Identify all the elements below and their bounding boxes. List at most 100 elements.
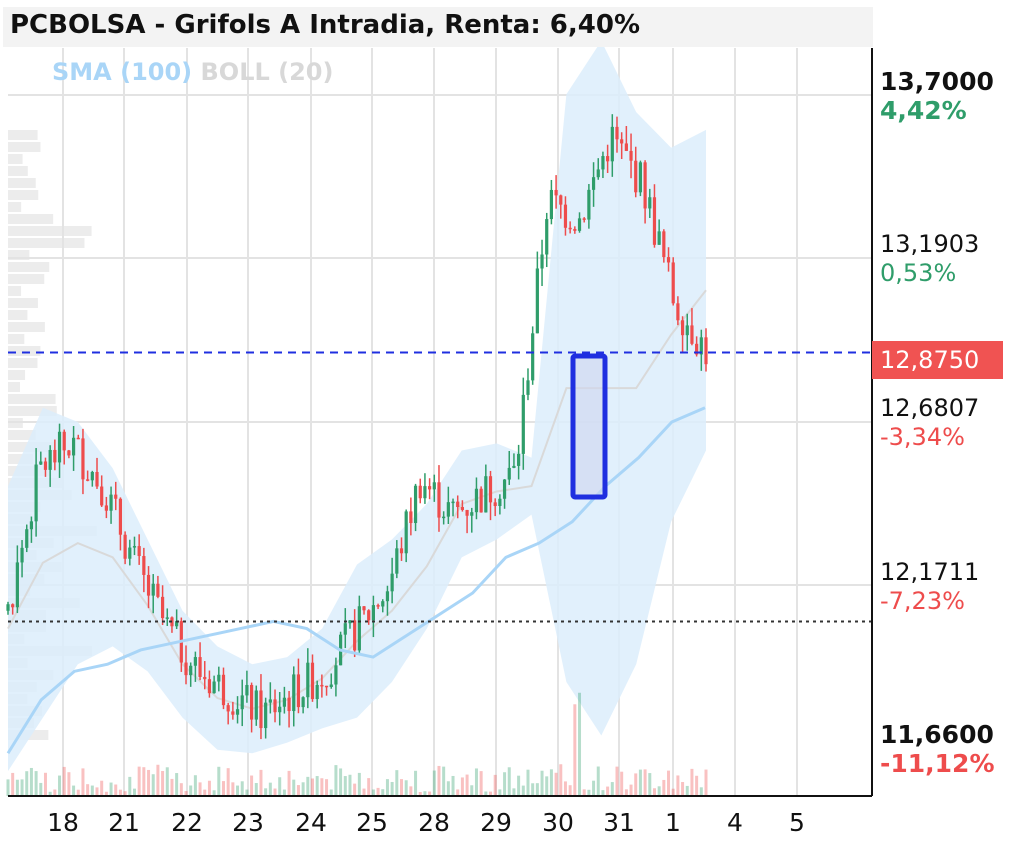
volume-bar — [240, 781, 244, 796]
volume-bar — [371, 789, 375, 796]
chart-axes — [8, 48, 873, 797]
volume-bar — [353, 783, 357, 796]
candle-body — [123, 534, 127, 559]
candle-body — [620, 139, 624, 144]
candle-body — [638, 162, 643, 193]
volume-bar — [306, 776, 310, 796]
volume-profile-bar — [8, 202, 22, 212]
volume-bar — [43, 772, 47, 796]
volume-bar — [610, 782, 614, 796]
volume-bar — [25, 771, 29, 796]
volume-profile-bar — [8, 178, 36, 188]
candle-body — [39, 461, 43, 465]
volume-bar — [95, 787, 99, 796]
candle-body — [348, 620, 352, 624]
volume-bar — [320, 778, 324, 796]
volume-bar — [357, 772, 361, 796]
volume-bar — [638, 769, 642, 796]
candle-body — [357, 606, 361, 651]
candle-body — [662, 231, 666, 258]
candle-body — [549, 189, 554, 220]
volume-bar — [409, 786, 413, 796]
volume-bar — [207, 780, 211, 796]
legend-boll[interactable]: BOLL (20) — [200, 58, 334, 86]
candle-body — [535, 268, 539, 334]
volume-bar — [268, 782, 272, 796]
volume-bar — [385, 779, 389, 796]
candle-body — [432, 482, 436, 490]
candle-body — [90, 471, 94, 481]
volume-bar — [414, 770, 418, 796]
candle-body — [95, 471, 99, 487]
volume-profile-bar — [8, 274, 45, 284]
volume-profile-bar — [8, 142, 41, 152]
candle-body — [409, 511, 413, 524]
x-tick-label: 28 — [418, 808, 450, 837]
volume-bar — [292, 779, 296, 796]
volume-bar — [545, 776, 549, 796]
volume-bar — [704, 769, 708, 796]
volume-bar — [512, 788, 516, 796]
volume-profile-bar — [8, 322, 45, 332]
candle-body — [310, 662, 315, 700]
volume-bar — [517, 775, 521, 796]
candle-body — [132, 546, 137, 548]
volume-bar — [695, 775, 699, 796]
volume-bar — [592, 780, 596, 796]
candle-body — [680, 320, 685, 336]
candle-body — [306, 662, 310, 698]
volume-bar — [81, 768, 85, 796]
legend-sma[interactable]: SMA (100) — [52, 58, 193, 86]
candle-body — [287, 697, 291, 712]
volume-bar — [667, 770, 671, 796]
volume-bar — [662, 779, 666, 796]
volume-bar — [250, 775, 254, 796]
volume-bar — [114, 784, 118, 796]
volume-bar — [676, 775, 680, 796]
candle-body — [671, 262, 675, 304]
volume-bar — [428, 791, 432, 796]
candle-body — [488, 476, 493, 503]
candle-body — [676, 303, 680, 321]
volume-bar — [629, 784, 633, 796]
volume-bar — [212, 790, 216, 796]
candle-body — [175, 621, 179, 627]
volume-bar — [137, 766, 141, 796]
candle-body — [413, 485, 418, 524]
candle-body — [456, 501, 460, 508]
candle-body — [587, 189, 591, 220]
volume-profile-bar — [8, 130, 38, 140]
y-tick-price-4: 11,6600 — [880, 720, 994, 749]
volume-bar — [442, 766, 446, 796]
volume-bar — [652, 788, 656, 796]
volume-bar — [175, 773, 179, 796]
candle-body — [273, 699, 277, 713]
volume-bar — [273, 788, 277, 796]
volume-bar — [48, 791, 52, 796]
y-tick-price-3: 12,1711 — [880, 558, 980, 586]
volume-bar — [310, 778, 314, 796]
volume-profile-bar — [8, 394, 56, 404]
candle-body — [203, 676, 207, 680]
volume-bar — [179, 783, 183, 796]
candle-body — [76, 437, 80, 440]
volume-bar — [685, 785, 689, 796]
candle-body — [385, 591, 390, 602]
volume-profile-bar — [8, 238, 85, 248]
volume-bar — [90, 785, 94, 796]
candle-body — [428, 486, 432, 490]
volume-bar — [498, 789, 502, 796]
volume-bar — [624, 789, 628, 796]
volume-bar — [507, 767, 511, 796]
indicator-legend[interactable]: SMA (100) BOLL (20) — [52, 58, 333, 86]
volume-bar — [423, 791, 427, 796]
candle-body — [48, 449, 52, 470]
volume-bar — [681, 782, 685, 796]
volume-bar — [521, 785, 525, 796]
selection-box[interactable] — [570, 353, 608, 500]
x-tick-label: 30 — [542, 808, 574, 837]
candle-body — [184, 662, 188, 676]
candle-body — [367, 610, 371, 621]
volume-bar — [568, 785, 572, 796]
